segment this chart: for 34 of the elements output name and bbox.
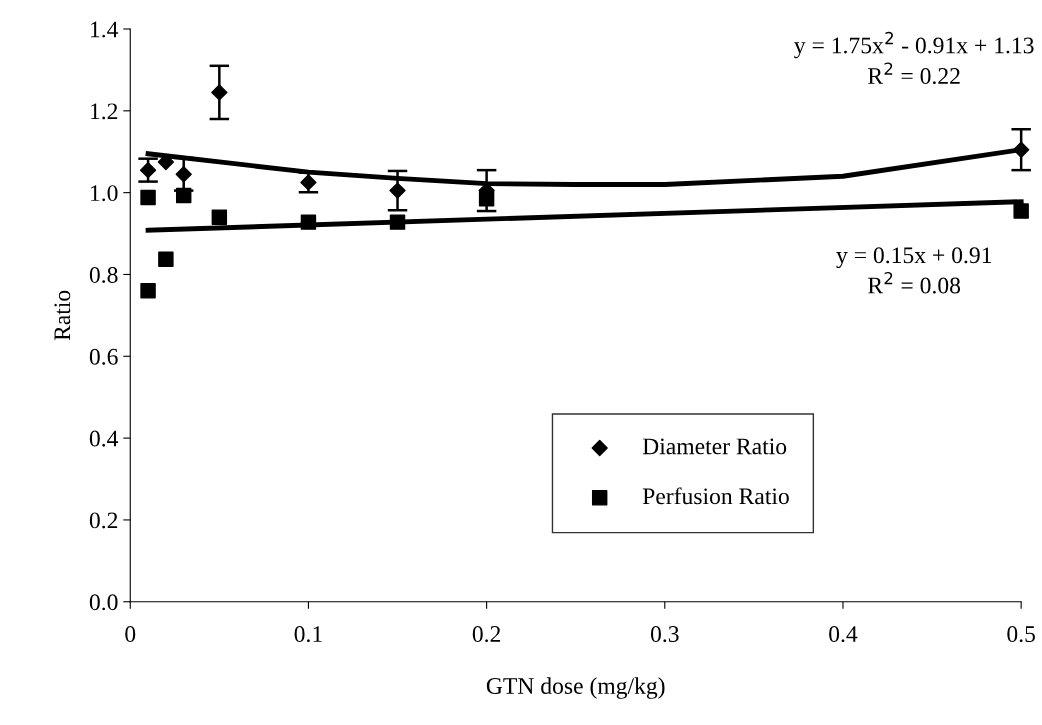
point — [389, 182, 406, 199]
point — [211, 84, 228, 101]
x-tick-label: 0.2 — [472, 626, 501, 643]
point — [158, 251, 174, 268]
x-tick-label: 0 — [125, 626, 136, 642]
x-axis-title: GTN dose (mg/kg) — [486, 677, 665, 699]
y-tick-label: 0.6 — [89, 348, 118, 365]
point — [1013, 141, 1030, 158]
point — [478, 191, 495, 207]
y-tick-label: 0.4 — [89, 430, 119, 447]
y-tick-label: 0.0 — [89, 594, 118, 611]
y-tick-label: 1.2 — [91, 103, 118, 120]
y-tick-label: 0.8 — [89, 266, 118, 283]
point — [389, 214, 406, 230]
legend-label: Diameter Ratio — [642, 438, 787, 455]
y-tick-label: 0.2 — [89, 512, 118, 529]
y-axis-title: Ratio — [54, 290, 71, 341]
x-tick-label: 0.5 — [1007, 626, 1035, 643]
x-tick-label: 0.3 — [650, 626, 679, 643]
x-tick-label: 0.4 — [829, 626, 858, 643]
point — [157, 153, 175, 171]
point — [175, 166, 192, 183]
legend-label: Perfusion Ratio — [642, 487, 789, 505]
annotation: y = 0.15x + 0.91 R$^{2}$ = 0.08 — [836, 247, 992, 294]
point — [300, 214, 317, 230]
point — [175, 187, 192, 204]
y-tick-label: 1.0 — [91, 185, 118, 202]
point — [140, 189, 156, 206]
y-tick-label: 1.4 — [91, 21, 119, 38]
x-tick-label: 0.1 — [294, 626, 322, 643]
annotation: y = 1.75x$^{2}$ - 0.91x + 1.13 R$^{2}$ = 0.22 — [794, 31, 1034, 85]
point — [140, 283, 156, 299]
point — [211, 209, 228, 225]
point — [1013, 203, 1029, 219]
